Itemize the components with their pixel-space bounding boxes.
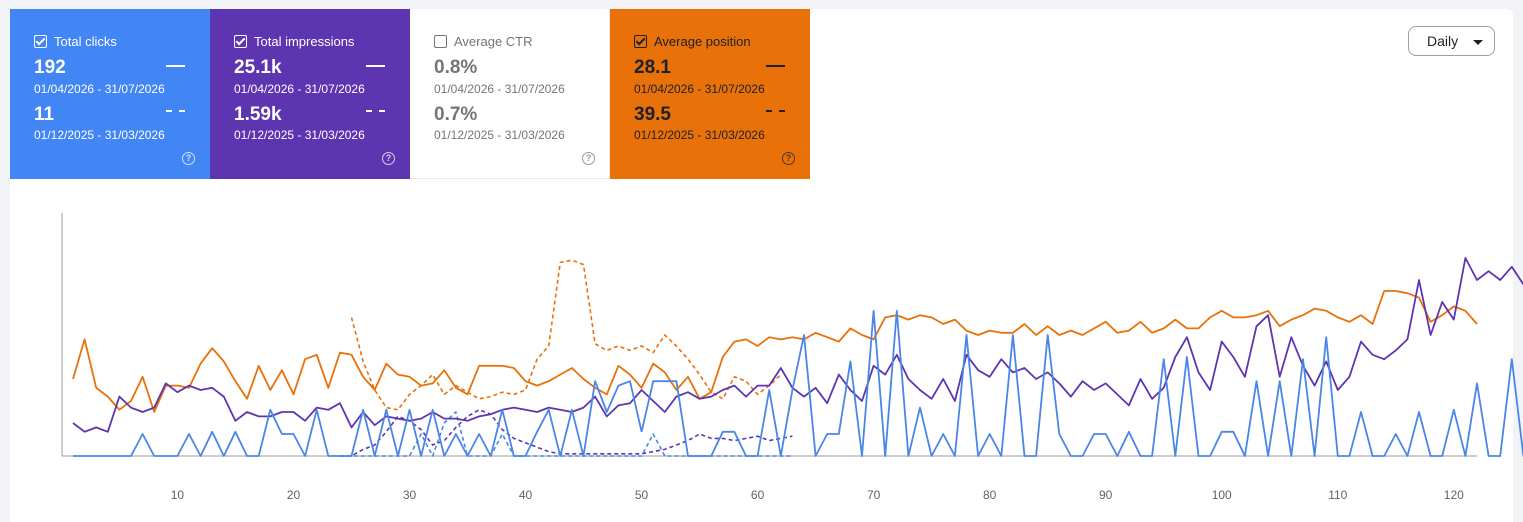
x-tick-label: 50 bbox=[635, 488, 649, 502]
solid-line-legend-icon bbox=[366, 65, 385, 67]
metric-card-ctr[interactable]: Average CTR 0.8% 01/04/2026 - 31/07/2026… bbox=[410, 9, 610, 179]
dashed-line-legend-icon bbox=[766, 110, 785, 112]
help-icon[interactable]: ? bbox=[382, 152, 395, 165]
dashed-line-legend-icon bbox=[166, 110, 185, 112]
metric-label: Average CTR bbox=[454, 33, 533, 49]
x-tick-label: 10 bbox=[171, 488, 185, 502]
x-tick-label: 120 bbox=[1444, 488, 1464, 502]
x-tick-label: 110 bbox=[1328, 488, 1347, 502]
metric-card-header: Average CTR bbox=[434, 33, 609, 49]
checkbox-unchecked-icon[interactable] bbox=[434, 34, 447, 48]
metric-card-impressions[interactable]: Total impressions 25.1k 01/04/2026 - 31/… bbox=[210, 9, 410, 179]
x-axis-ticks: 10 20 30 40 50 60 70 80 90 100 110 120 bbox=[171, 488, 1464, 502]
x-tick-label: 80 bbox=[983, 488, 997, 502]
metric-previous-value: 1.59k bbox=[234, 104, 282, 125]
metric-previous-range: 01/12/2025 - 31/03/2026 bbox=[34, 128, 165, 142]
previous-position-line-0 bbox=[350, 259, 782, 411]
dashed-line-legend-icon bbox=[366, 110, 385, 112]
checkbox-checked-icon[interactable] bbox=[34, 34, 47, 48]
checkbox-checked-icon[interactable] bbox=[634, 34, 647, 48]
previous-period-series bbox=[339, 259, 793, 457]
previous-clicks-line-2 bbox=[339, 411, 793, 457]
x-tick-label: 60 bbox=[751, 488, 765, 502]
metric-card-header: Total clicks bbox=[34, 33, 210, 49]
solid-line-legend-icon bbox=[766, 65, 785, 67]
current-period-series bbox=[72, 257, 1523, 457]
x-tick-label: 20 bbox=[287, 488, 301, 502]
current-clicks-line-2 bbox=[73, 380, 643, 457]
metric-current-range: 01/04/2026 - 31/07/2026 bbox=[34, 82, 165, 96]
metric-card-clicks[interactable]: Total clicks 192 01/04/2026 - 31/07/2026… bbox=[10, 9, 210, 179]
metric-previous-value: 0.7% bbox=[434, 104, 478, 125]
granularity-dropdown[interactable]: Daily bbox=[1408, 26, 1495, 56]
metric-previous-range: 01/12/2025 - 31/03/2026 bbox=[634, 128, 765, 142]
metric-current-value: 0.8% bbox=[434, 57, 478, 78]
metric-current-range: 01/04/2026 - 31/07/2026 bbox=[234, 82, 365, 96]
caret-down-icon bbox=[1473, 40, 1483, 45]
metric-card-position[interactable]: Average position 28.1 01/04/2026 - 31/07… bbox=[610, 9, 810, 179]
metric-label: Average position bbox=[654, 33, 751, 49]
help-icon[interactable]: ? bbox=[182, 152, 195, 165]
checkbox-checked-icon[interactable] bbox=[234, 34, 247, 48]
x-tick-label: 40 bbox=[519, 488, 533, 502]
help-icon[interactable]: ? bbox=[782, 152, 795, 165]
metric-previous-range: 01/12/2025 - 31/03/2026 bbox=[434, 128, 565, 142]
metric-card-header: Total impressions bbox=[234, 33, 410, 49]
current-impressions-line-1 bbox=[72, 257, 1523, 433]
x-tick-label: 100 bbox=[1212, 488, 1232, 502]
metric-label: Total clicks bbox=[54, 33, 117, 49]
previous-impressions-line-1 bbox=[339, 408, 793, 457]
current-clicks-line-3 bbox=[640, 309, 1523, 457]
metric-current-value: 192 bbox=[34, 57, 66, 78]
x-tick-label: 30 bbox=[403, 488, 417, 502]
metric-current-range: 01/04/2026 - 31/07/2026 bbox=[434, 82, 565, 96]
current-position-line-0 bbox=[72, 290, 1478, 413]
metric-card-header: Average position bbox=[634, 33, 810, 49]
x-tick-label: 70 bbox=[867, 488, 881, 502]
metric-current-value: 28.1 bbox=[634, 57, 671, 78]
x-tick-label: 90 bbox=[1099, 488, 1113, 502]
metric-current-range: 01/04/2026 - 31/07/2026 bbox=[634, 82, 765, 96]
metric-current-value: 25.1k bbox=[234, 57, 282, 78]
granularity-label: Daily bbox=[1427, 33, 1459, 49]
help-icon[interactable]: ? bbox=[582, 152, 595, 165]
solid-line-legend-icon bbox=[166, 65, 185, 67]
metric-previous-range: 01/12/2025 - 31/03/2026 bbox=[234, 128, 365, 142]
metric-previous-value: 39.5 bbox=[634, 104, 671, 125]
metric-cards: Total clicks 192 01/04/2026 - 31/07/2026… bbox=[10, 9, 810, 179]
metric-label: Total impressions bbox=[254, 33, 355, 49]
metric-previous-value: 11 bbox=[34, 104, 55, 125]
